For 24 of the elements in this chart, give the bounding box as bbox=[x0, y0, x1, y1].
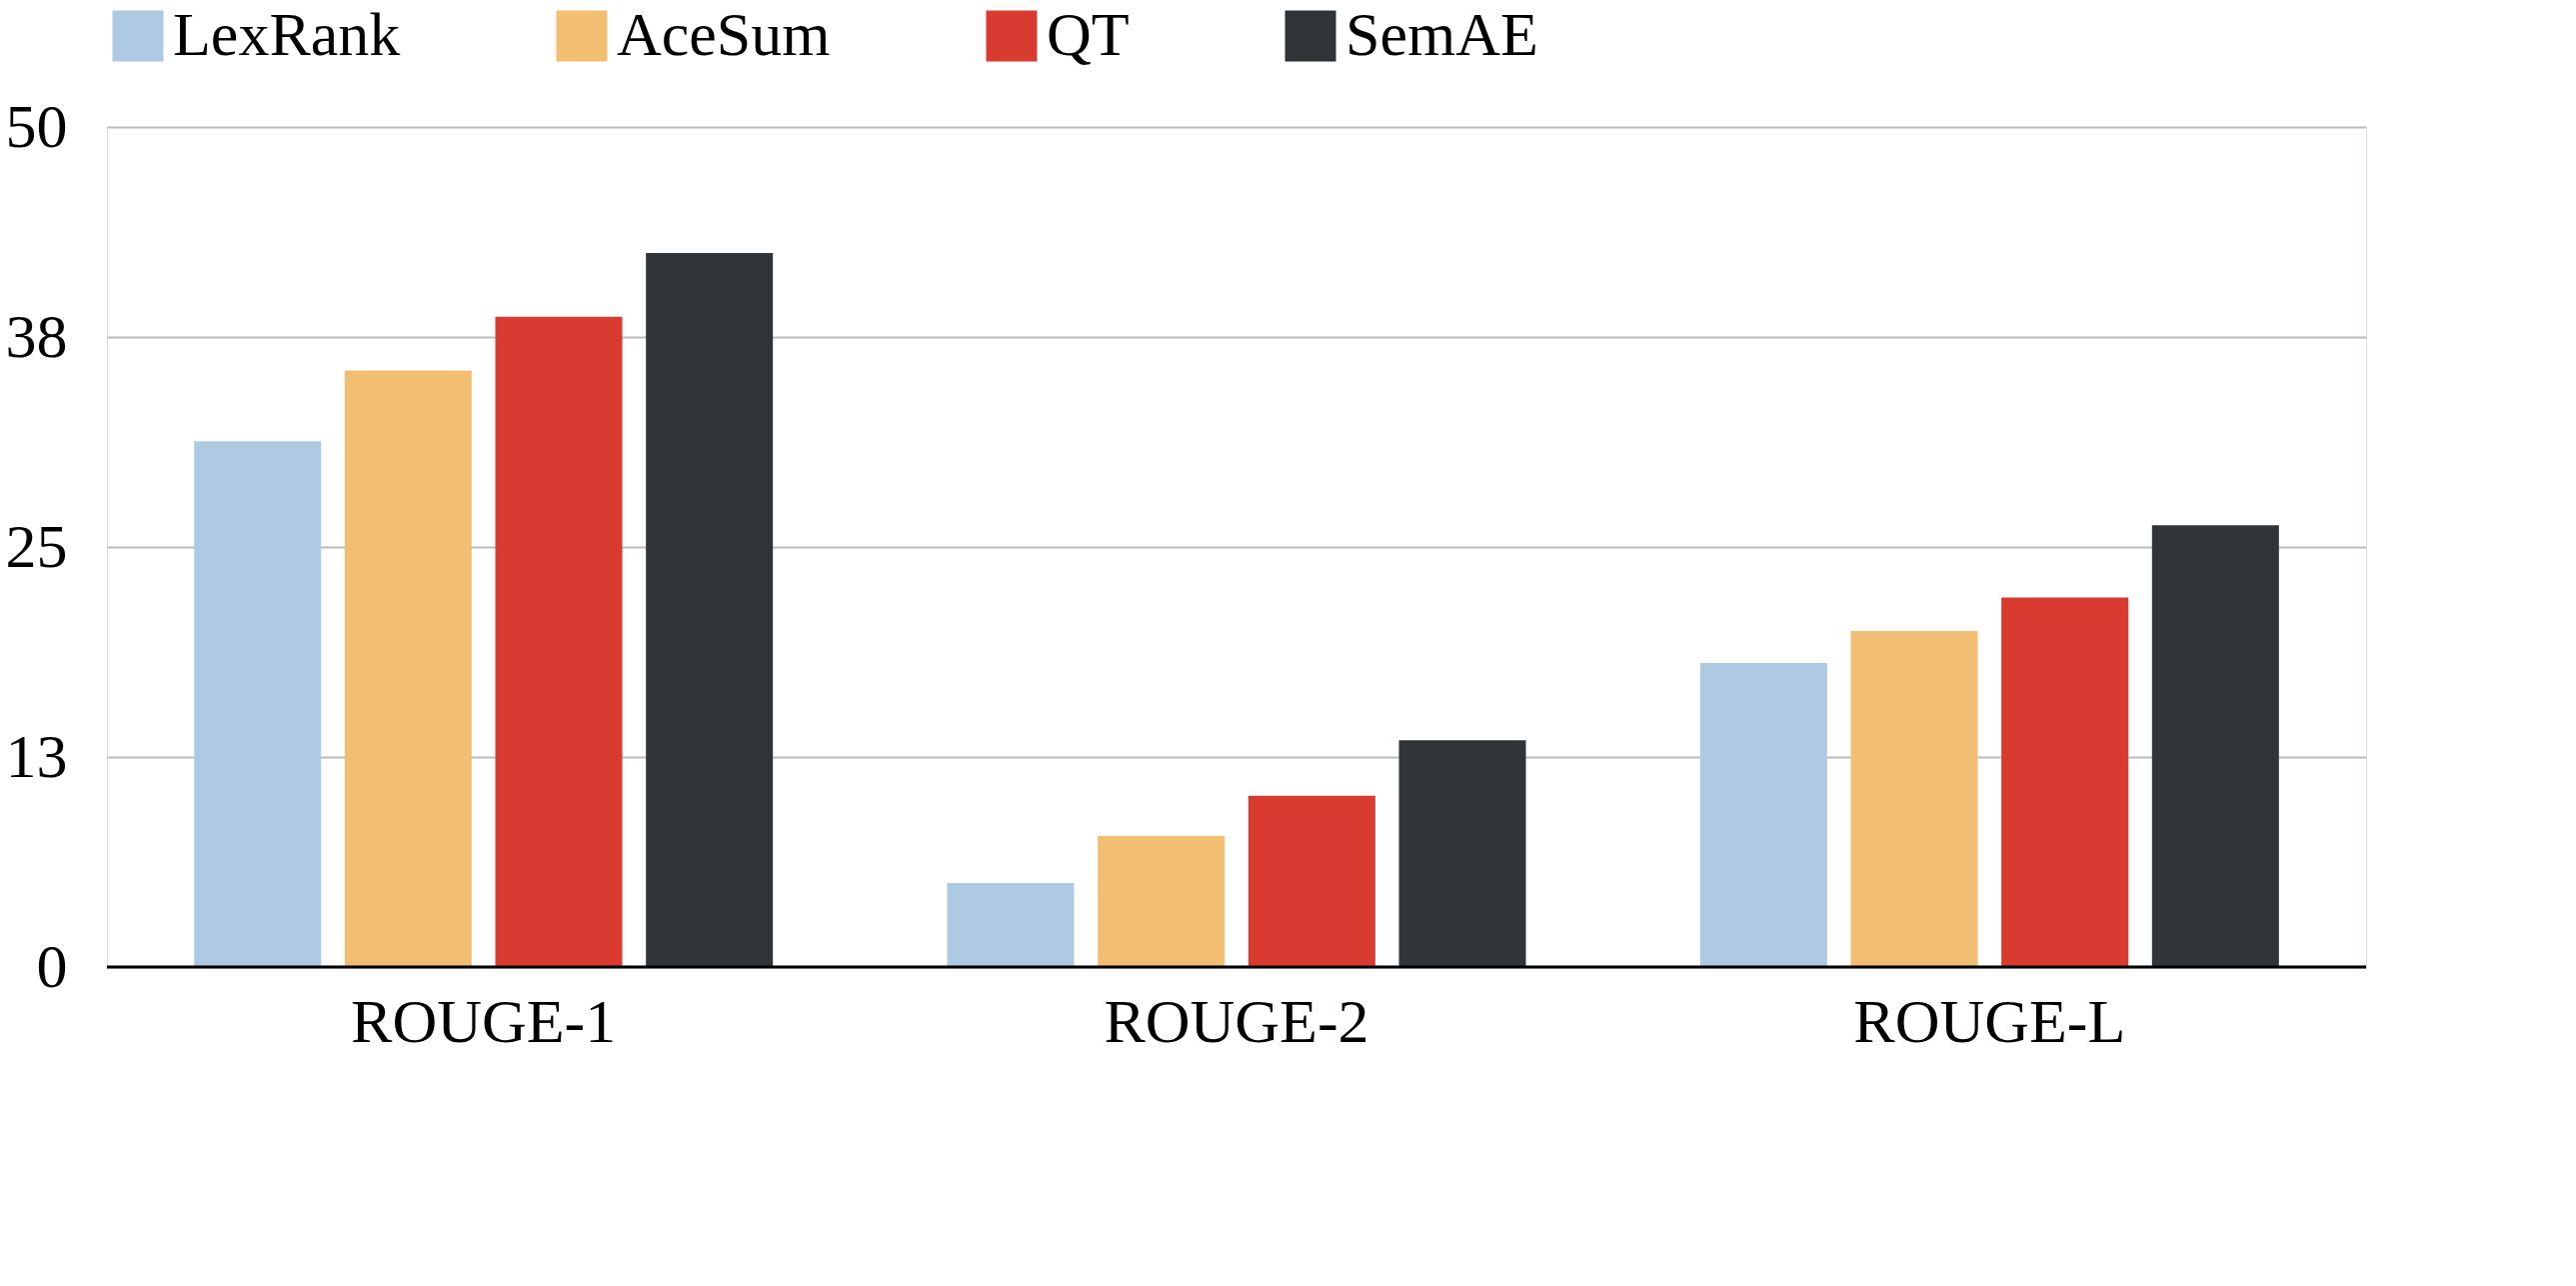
y-tick-label: 0 bbox=[36, 931, 68, 1000]
legend-label: LexRank bbox=[173, 0, 401, 68]
y-tick-label: 50 bbox=[5, 91, 68, 160]
bar bbox=[1850, 631, 1978, 967]
bar bbox=[947, 883, 1075, 967]
bar bbox=[1248, 795, 1375, 967]
legend-label: QT bbox=[1047, 0, 1130, 68]
bar bbox=[2151, 525, 2279, 967]
x-tick-label: ROUGE-L bbox=[1853, 986, 2126, 1055]
x-tick-label: ROUGE-1 bbox=[351, 986, 617, 1055]
bar bbox=[344, 370, 472, 967]
bar bbox=[2001, 597, 2129, 967]
bar bbox=[1699, 662, 1827, 967]
y-tick-label: 25 bbox=[5, 511, 68, 580]
x-tick-label: ROUGE-2 bbox=[1104, 986, 1369, 1055]
legend-label: AceSum bbox=[617, 0, 831, 68]
bar bbox=[1398, 740, 1526, 967]
bar bbox=[495, 316, 623, 967]
y-tick-label: 13 bbox=[5, 721, 68, 790]
legend-label: SemAE bbox=[1345, 0, 1538, 68]
y-tick-label: 38 bbox=[5, 301, 68, 370]
bar bbox=[646, 253, 774, 967]
bar bbox=[1098, 835, 1226, 967]
bar bbox=[194, 441, 322, 967]
